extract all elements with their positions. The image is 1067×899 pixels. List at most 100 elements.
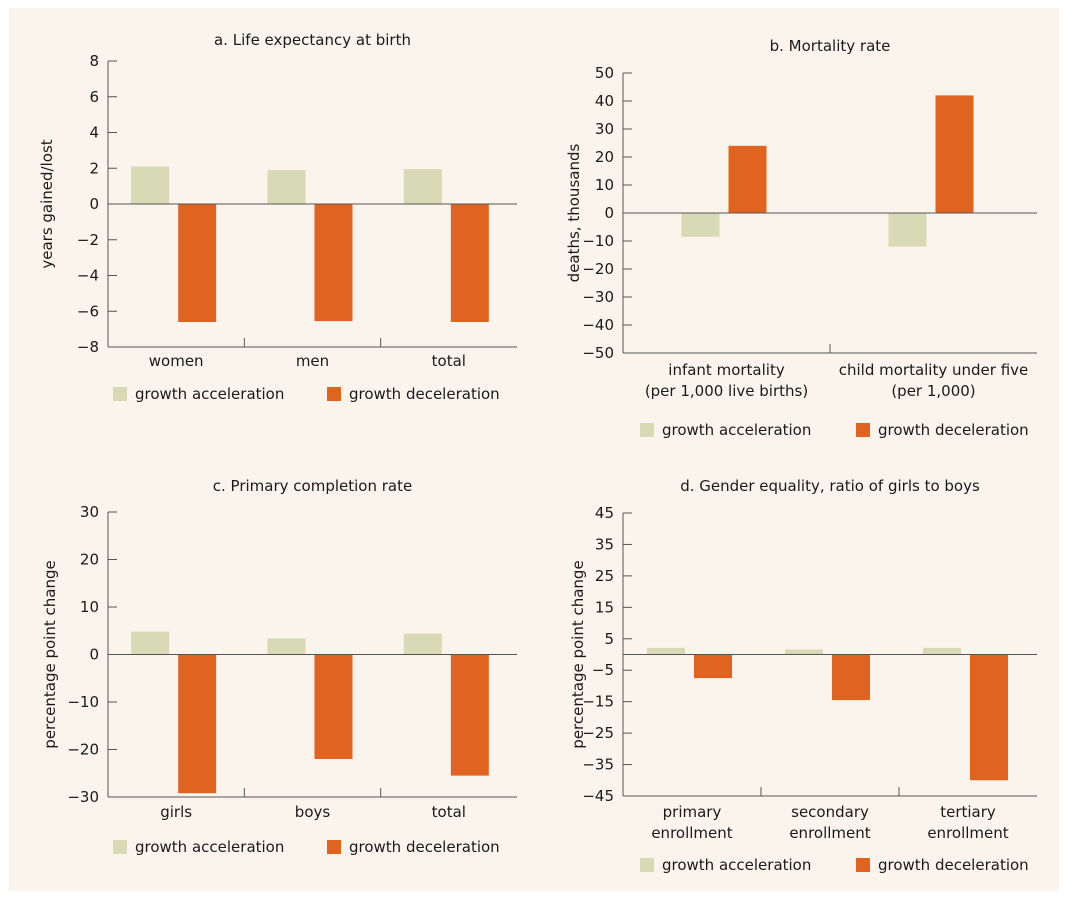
- y-tick-label: 10: [595, 176, 614, 194]
- bar-growth-deceleration: [728, 145, 767, 213]
- bar-growth-deceleration: [178, 204, 217, 322]
- bar-growth-acceleration: [131, 166, 170, 204]
- y-tick-label: −25: [582, 724, 614, 742]
- chart-title: d. Gender equality, ratio of girls to bo…: [680, 477, 980, 495]
- legend-swatch-acceleration: [640, 423, 654, 437]
- x-category-label: total: [432, 352, 466, 370]
- legend-label-acceleration: growth acceleration: [662, 421, 811, 439]
- legend-label-deceleration: growth deceleration: [349, 838, 500, 856]
- x-category-label: child mortality under five: [839, 361, 1029, 379]
- y-tick-label: 10: [80, 598, 99, 616]
- y-axis-label: percentage point change: [569, 560, 587, 748]
- chart-title: a. Life expectancy at birth: [214, 31, 411, 49]
- bar-growth-deceleration: [178, 654, 217, 794]
- y-tick-label: −4: [77, 267, 99, 285]
- y-tick-label: −10: [582, 232, 614, 250]
- bar-growth-acceleration: [131, 631, 170, 655]
- x-category-label: infant mortality: [668, 361, 785, 379]
- y-tick-label: −15: [582, 693, 614, 711]
- legend-swatch-deceleration: [327, 840, 341, 854]
- legend-swatch-deceleration: [856, 423, 870, 437]
- x-category-label: tertiary: [940, 803, 996, 821]
- bar-growth-acceleration: [267, 170, 306, 204]
- legend-swatch-acceleration: [113, 840, 127, 854]
- y-tick-label: −5: [592, 661, 614, 679]
- y-tick-label: 40: [595, 92, 614, 110]
- legend-label-deceleration: growth deceleration: [878, 856, 1029, 874]
- legend-swatch-acceleration: [113, 387, 127, 401]
- chart-title: c. Primary completion rate: [213, 477, 412, 495]
- y-tick-label: −30: [582, 288, 614, 306]
- x-category-label: men: [296, 352, 329, 370]
- chart-title: b. Mortality rate: [770, 37, 891, 55]
- x-category-label: girls: [160, 803, 192, 821]
- y-tick-label: 20: [595, 148, 614, 166]
- y-tick-label: 35: [595, 535, 614, 553]
- y-tick-label: −20: [582, 260, 614, 278]
- y-tick-label: −40: [582, 316, 614, 334]
- x-category-label: primary: [663, 803, 722, 821]
- chart-panel-b: b. Mortality rate deaths, thousands 50 40 30…: [565, 37, 1037, 439]
- legend-label-deceleration: growth deceleration: [349, 385, 500, 403]
- bar-growth-deceleration: [314, 654, 353, 759]
- bar-growth-acceleration: [888, 213, 927, 247]
- y-tick-label: 2: [89, 159, 99, 177]
- y-tick-label: −8: [77, 338, 99, 356]
- x-category-label: total: [432, 803, 466, 821]
- bar-growth-deceleration: [450, 204, 489, 322]
- y-axis-label: years gained/lost: [38, 139, 56, 268]
- y-tick-label: 20: [80, 551, 99, 569]
- y-tick-label: 45: [595, 504, 614, 522]
- x-category-label: enrollment: [789, 824, 870, 842]
- y-tick-label: 5: [604, 630, 614, 648]
- chart-panel-c: c. Primary completion rate percentage poi…: [41, 477, 517, 856]
- y-tick-label: 30: [595, 120, 614, 138]
- y-axis-label: deaths, thousands: [565, 144, 583, 283]
- x-category-label: women: [149, 352, 204, 370]
- y-tick-label: −6: [77, 302, 99, 320]
- y-tick-label: −35: [582, 756, 614, 774]
- bar-growth-acceleration: [403, 169, 442, 204]
- bar-growth-acceleration: [923, 647, 961, 655]
- y-tick-label: 6: [89, 88, 99, 106]
- y-axis-label: percentage point change: [41, 560, 59, 748]
- y-tick-label: −50: [582, 344, 614, 362]
- bar-growth-deceleration: [970, 654, 1008, 781]
- y-tick-label: 30: [80, 503, 99, 521]
- legend-label-acceleration: growth acceleration: [135, 838, 284, 856]
- bar-growth-deceleration: [314, 204, 353, 322]
- x-category-label: (per 1,000): [891, 382, 975, 400]
- y-tick-label: −2: [77, 231, 99, 249]
- y-tick-label: 8: [89, 52, 99, 70]
- legend-swatch-acceleration: [640, 858, 654, 872]
- y-tick-label: 0: [89, 195, 99, 213]
- y-tick-label: 25: [595, 567, 614, 585]
- y-tick-label: 0: [89, 646, 99, 664]
- legend-label-deceleration: growth deceleration: [878, 421, 1029, 439]
- y-tick-label: 4: [89, 124, 99, 142]
- x-category-label: (per 1,000 live births): [645, 382, 808, 400]
- x-category-label: enrollment: [927, 824, 1008, 842]
- y-tick-label: −45: [582, 787, 614, 805]
- x-category-label: secondary: [791, 803, 869, 821]
- bar-growth-acceleration: [267, 638, 306, 655]
- bar-growth-deceleration: [450, 654, 489, 776]
- bar-growth-acceleration: [785, 649, 823, 655]
- x-category-label: enrollment: [651, 824, 732, 842]
- bar-growth-deceleration: [935, 95, 974, 213]
- y-tick-label: −20: [67, 741, 99, 759]
- x-category-label: boys: [295, 803, 331, 821]
- chart-panel-a: a. Life expectancy at birth years gained/…: [38, 31, 517, 403]
- y-tick-label: 50: [595, 64, 614, 82]
- bar-growth-acceleration: [681, 213, 720, 237]
- y-tick-label: −10: [67, 693, 99, 711]
- legend-label-acceleration: growth acceleration: [135, 385, 284, 403]
- y-tick-label: 0: [604, 204, 614, 222]
- chart-panel-d: d. Gender equality, ratio of girls to bo…: [569, 477, 1037, 874]
- bar-growth-deceleration: [832, 654, 870, 701]
- legend-label-acceleration: growth acceleration: [662, 856, 811, 874]
- bar-growth-acceleration: [403, 633, 442, 655]
- legend-swatch-deceleration: [856, 858, 870, 872]
- y-tick-label: −30: [67, 788, 99, 806]
